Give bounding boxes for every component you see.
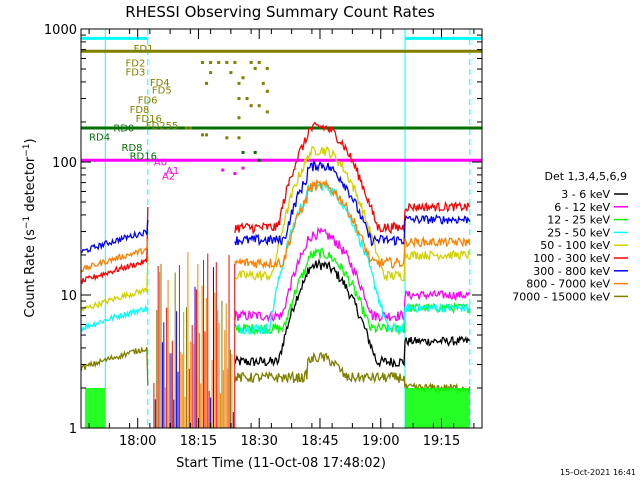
flag-dot bbox=[237, 81, 241, 85]
flag-label: RD16 bbox=[130, 151, 157, 162]
legend-label: 12 - 25 keV bbox=[547, 214, 610, 227]
flag-label: RD8 bbox=[122, 143, 143, 154]
flag-dot bbox=[241, 76, 245, 80]
flag-dot bbox=[233, 171, 237, 175]
flag-dot bbox=[265, 89, 269, 93]
x-tick-label: 19:15 bbox=[423, 434, 460, 449]
legend-label: 50 - 100 keV bbox=[540, 239, 610, 252]
low-rate-block bbox=[85, 387, 106, 428]
flag-label: A0 bbox=[154, 157, 167, 168]
x-axis-label: Start Time (11-Oct-08 17:48:02) bbox=[176, 456, 386, 471]
series-line bbox=[80, 178, 471, 273]
y-tick-label: 1 bbox=[69, 422, 77, 437]
x-tick-label: 18:30 bbox=[240, 434, 277, 449]
flag-label: RD0 bbox=[113, 123, 134, 134]
x-tick-label: 18:45 bbox=[301, 434, 338, 449]
flag-dot bbox=[201, 133, 205, 137]
legend-label: 6 - 12 keV bbox=[554, 201, 610, 214]
flag-dot bbox=[209, 71, 213, 75]
flag-dot bbox=[237, 97, 241, 101]
x-tick-label: 19:00 bbox=[362, 434, 399, 449]
plot-frame bbox=[80, 28, 483, 429]
timestamp: 15-Oct-2021 16:41 bbox=[560, 468, 636, 477]
flag-dot bbox=[265, 66, 269, 70]
series-line bbox=[80, 181, 471, 336]
flag-dot bbox=[205, 81, 209, 85]
flag-label: FD5 bbox=[152, 86, 172, 97]
series-line bbox=[80, 158, 471, 254]
y-tick-label: 10 bbox=[60, 289, 77, 304]
flag-label: FD3 bbox=[126, 67, 146, 78]
x-tick-label: 18:00 bbox=[119, 434, 156, 449]
flag-dot bbox=[217, 60, 221, 64]
flag-dot bbox=[241, 150, 245, 154]
flag-label: FD6 bbox=[138, 96, 158, 107]
legend-label: 100 - 300 keV bbox=[533, 252, 610, 265]
flag-dot bbox=[237, 116, 241, 120]
axes-layer: 1 10 100 1000 18:00 18:15 18:30 18:45 19:00 19:15 bbox=[44, 23, 482, 449]
flag-dot bbox=[201, 60, 205, 64]
flag-dot bbox=[188, 126, 192, 130]
legend-label: 7000 - 15000 keV bbox=[512, 290, 610, 303]
flag-dot bbox=[249, 104, 253, 108]
y-tick-label: 1000 bbox=[44, 23, 77, 38]
flag-dot bbox=[184, 126, 188, 130]
flag-dot bbox=[253, 150, 257, 154]
flag-label: A1 bbox=[166, 166, 179, 177]
flag-dot bbox=[261, 81, 265, 85]
flag-dot bbox=[205, 133, 209, 137]
flag-dot bbox=[253, 66, 257, 70]
flag-label: FD4 bbox=[150, 78, 170, 89]
low-rate-block bbox=[405, 387, 470, 428]
legend-label: 25 - 50 keV bbox=[547, 226, 610, 239]
flag-dot bbox=[233, 60, 237, 64]
chart-title: RHESSI Observing Summary Count Rates bbox=[125, 3, 435, 21]
flag-dot bbox=[209, 60, 213, 64]
flag-label: FD255 bbox=[146, 121, 179, 132]
flag-label: FD2 bbox=[126, 58, 146, 69]
flag-dot bbox=[241, 166, 245, 170]
series-line bbox=[80, 345, 471, 395]
y-tick-label: 100 bbox=[52, 156, 77, 171]
series-line bbox=[234, 258, 470, 368]
flag-dot bbox=[245, 97, 249, 101]
series-line bbox=[234, 226, 471, 323]
legend-title: Det 1,3,4,5,6,9 bbox=[544, 170, 627, 183]
flag-dot bbox=[257, 158, 261, 162]
flag-dot bbox=[225, 60, 229, 64]
legend-label: 300 - 800 keV bbox=[533, 265, 610, 278]
flag-label: FD1 bbox=[134, 44, 154, 55]
legend-label: 800 - 7000 keV bbox=[526, 278, 610, 291]
flag-dot bbox=[237, 136, 241, 140]
series-line bbox=[80, 145, 471, 312]
flag-label: FD16 bbox=[136, 114, 162, 125]
flag-dot bbox=[229, 71, 233, 75]
flag-dot bbox=[225, 136, 229, 140]
flag-label: RD4 bbox=[89, 133, 110, 144]
x-tick-label: 18:15 bbox=[180, 434, 217, 449]
series-line bbox=[80, 121, 471, 284]
flag-label: FD8 bbox=[130, 105, 150, 116]
flag-label: A2 bbox=[162, 172, 175, 183]
flag-dot bbox=[257, 104, 261, 108]
flag-dot bbox=[221, 168, 225, 172]
flag-dot bbox=[265, 110, 269, 114]
flag-dot bbox=[249, 60, 253, 64]
legend-label: 3 - 6 keV bbox=[561, 188, 610, 201]
y-axis-label: Count Rate (s−1 detector−1) bbox=[22, 138, 38, 317]
flag-dot bbox=[257, 60, 261, 64]
